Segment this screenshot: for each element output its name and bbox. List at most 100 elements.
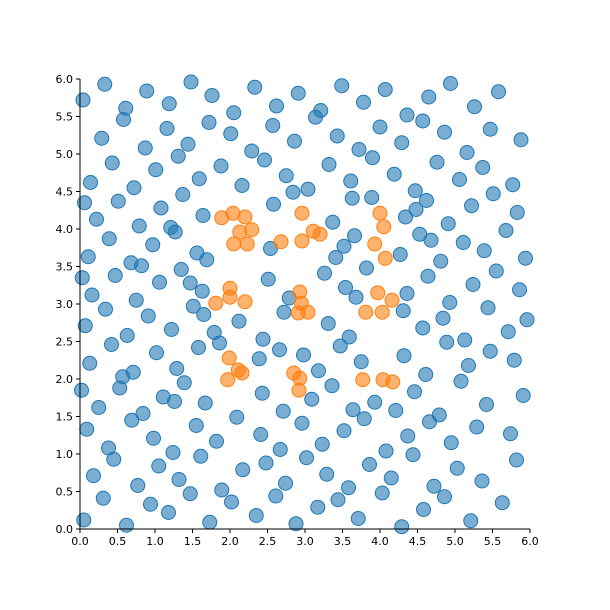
point [423,232,439,248]
point [101,440,116,456]
point [145,237,161,253]
point [367,394,383,410]
point [175,187,191,202]
point [77,195,92,211]
point [229,409,245,425]
x-tick-label: 2.5 [259,535,277,548]
point [513,132,529,148]
point [185,298,201,314]
point [453,373,469,389]
point [110,193,126,209]
point [79,421,95,437]
point [288,516,304,532]
point [182,275,198,291]
point [80,249,96,265]
point [475,160,491,175]
point [329,128,345,144]
point [276,304,292,320]
x-tick-label: 5.0 [446,535,464,548]
point [268,488,284,504]
point [372,119,388,135]
point [234,178,250,193]
point [512,282,527,298]
point [131,218,147,234]
x-tick-label: 1.5 [184,535,202,548]
point [464,198,479,214]
point [341,480,356,496]
point [101,231,117,247]
point [407,384,422,400]
point [146,430,161,446]
point [482,343,498,359]
point [482,121,498,137]
x-tick-label: 0.0 [71,535,89,548]
point [226,236,242,252]
point [350,511,366,526]
point [479,397,494,412]
point [151,458,167,474]
point [161,96,177,112]
point [273,234,289,250]
point [153,200,169,216]
point [171,472,187,487]
point [311,363,326,379]
point [107,268,123,283]
point [285,184,301,200]
point [163,220,179,235]
point [287,133,302,149]
x-tick-label: 0.5 [109,535,127,548]
y-tick-label: 0.0 [56,523,74,536]
point [221,350,237,366]
point [358,304,374,320]
point [435,310,451,326]
point [433,253,449,269]
point [395,303,411,319]
point [191,340,206,355]
point [356,94,371,110]
point [474,473,490,489]
point [324,378,340,394]
point [199,252,215,268]
point [355,372,371,388]
point [300,304,316,320]
point [351,142,367,157]
point [386,166,402,182]
y-tick-label: 4.0 [56,223,74,236]
point [367,236,383,252]
point [223,126,239,142]
point [304,391,320,407]
point [98,301,113,317]
point [95,490,111,506]
point [89,211,104,227]
x-tick-label: 5.5 [484,535,502,548]
point [84,287,100,303]
point [383,470,399,486]
point [201,115,217,130]
point [506,352,522,368]
point [505,177,521,193]
point [278,168,294,184]
point [343,173,359,189]
point [167,394,182,409]
point [452,172,467,187]
point [437,124,452,140]
point [400,428,416,444]
point [325,214,341,230]
x-tick-label: 3.5 [334,535,352,548]
point [237,294,253,310]
point [278,475,293,491]
point [421,89,437,105]
x-tick-label: 3.0 [296,535,314,548]
point [491,84,506,100]
point [137,140,153,156]
point [356,411,372,427]
point [426,478,442,494]
y-tick-label: 4.5 [56,186,74,199]
point [394,519,410,535]
point [480,300,496,316]
point [231,313,247,329]
point [75,92,91,108]
point [119,517,134,533]
point [248,508,264,523]
point [353,354,369,370]
